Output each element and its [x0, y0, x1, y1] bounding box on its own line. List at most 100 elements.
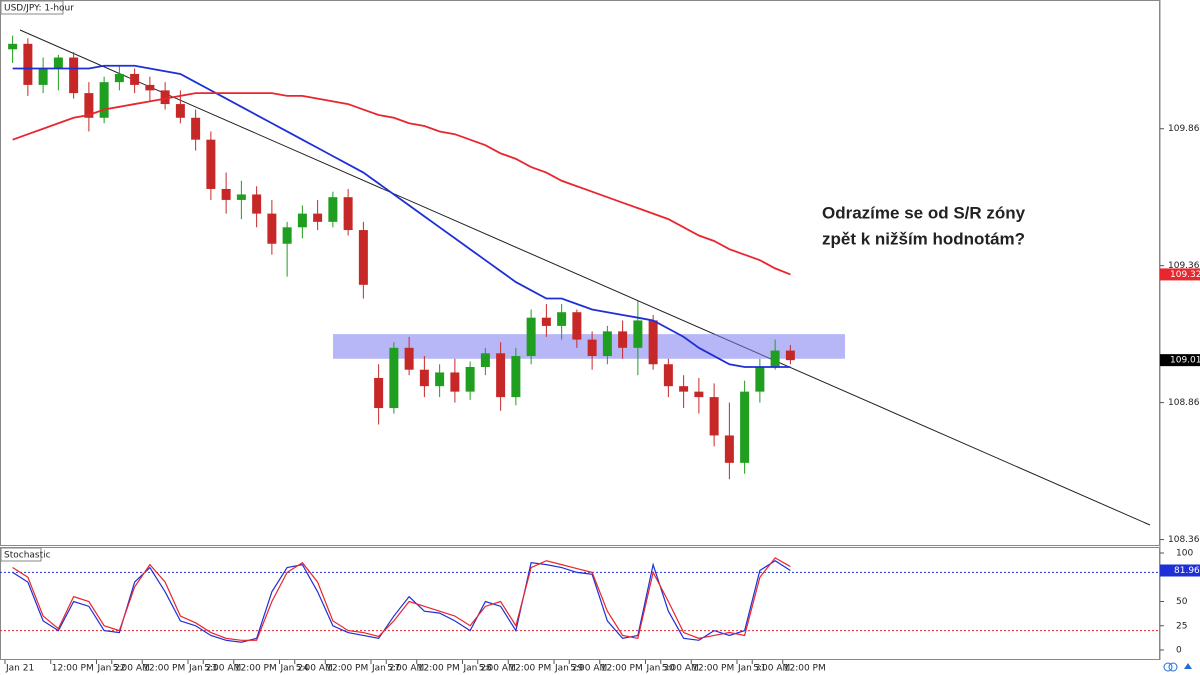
x-tick-label: Jan 24: [280, 664, 309, 674]
candle-body: [297, 213, 307, 228]
x-tick-label: 5:00 AM: [204, 664, 241, 674]
main-layer: 109.860 109.360 108.860 108.360 109.328 109.0…: [0, 35, 1200, 674]
link-icon[interactable]: [1163, 662, 1173, 672]
x-tick-label: Jan 29: [554, 664, 583, 674]
candle-body: [8, 43, 18, 50]
candle-body: [404, 347, 414, 370]
price-label-box: [1160, 268, 1200, 281]
x-tick-label: 12:00 PM: [418, 664, 460, 674]
candle-body: [236, 194, 246, 200]
candle-body: [572, 312, 582, 340]
candle-body: [282, 227, 292, 244]
candle-body: [389, 347, 399, 409]
candle-body: [450, 372, 460, 392]
x-tick-label: 12:00 PM: [326, 664, 368, 674]
y-tick-label: 109.360: [1168, 261, 1200, 271]
candle-body: [114, 73, 124, 83]
stochastic-title: Stochastic: [4, 551, 51, 561]
price-label: 109.328: [1170, 270, 1200, 280]
y-tick-label: 25: [1176, 621, 1187, 631]
candle-body: [663, 364, 673, 387]
annotation: zpět k nižším hodnotám?: [822, 229, 1025, 248]
x-tick-label: Jan 28: [463, 664, 492, 674]
candle-body: [419, 369, 429, 387]
candle-body: [130, 73, 140, 85]
candle-body: [694, 391, 704, 398]
chart-title: USD/JPY: 1-hour: [4, 4, 74, 14]
x-tick-label: 12:00 PM: [235, 664, 277, 674]
link-icon[interactable]: [1168, 662, 1178, 672]
x-tick-label: 12:00 PM: [509, 664, 551, 674]
candle-body: [252, 194, 262, 214]
candle-body: [770, 350, 780, 367]
x-tick-label: Jan 21: [5, 664, 34, 674]
candle-body: [160, 90, 170, 105]
y-tick-label: 100: [1176, 549, 1193, 559]
y-tick-label: 108.360: [1168, 535, 1200, 545]
candle-body: [785, 350, 795, 361]
stochastic-value-label: 81.96: [1174, 566, 1200, 576]
settings-icon[interactable]: [1184, 663, 1192, 669]
candle-body: [206, 139, 216, 189]
candle-body: [465, 366, 475, 392]
candle-body: [709, 397, 719, 436]
candle-body: [221, 188, 231, 200]
candle-body: [313, 213, 323, 222]
candle-body: [618, 331, 628, 348]
candle-body: [374, 377, 384, 409]
candle-body: [328, 197, 338, 222]
annotation: Odrazíme se od S/R zóny: [822, 203, 1026, 222]
y-tick-label: 108.860: [1168, 398, 1200, 408]
x-tick-label: Jan 23: [188, 664, 217, 674]
trendline: [19, 29, 1151, 526]
y-tick-label: 0: [1176, 646, 1182, 656]
candle-body: [191, 117, 201, 140]
x-tick-label: 12:00 PM: [143, 664, 185, 674]
candle-body: [602, 331, 612, 357]
candle-body: [511, 356, 521, 398]
toolbar-icons[interactable]: [1163, 662, 1192, 672]
stochastic-title-box: [0, 547, 42, 562]
candle-body: [557, 312, 567, 326]
candle-body: [175, 104, 185, 118]
candle-body: [23, 43, 33, 85]
x-tick-label: 12:00 PM: [692, 664, 734, 674]
x-tick-label: 5:00 AM: [753, 664, 790, 674]
candle-body: [69, 57, 79, 94]
candle-body: [38, 68, 48, 85]
x-tick-label: Jan 30: [646, 664, 675, 674]
candle-body: [740, 391, 750, 463]
candle-body: [480, 353, 490, 367]
x-tick-label: 12:00 PM: [52, 664, 94, 674]
stochastic-value-box: [1160, 564, 1200, 577]
x-tick-label: Jan 22: [97, 664, 126, 674]
candle-body: [267, 213, 277, 244]
x-tick-label: 5:00 AM: [662, 664, 699, 674]
candle-body: [358, 230, 368, 285]
candle-body: [541, 317, 551, 326]
price-label-box: [1160, 354, 1200, 367]
candle-body: [496, 353, 506, 398]
moving-average: [12, 92, 791, 276]
x-tick-label: 5:00 AM: [296, 664, 333, 674]
x-tick-label: 5:00 AM: [570, 664, 607, 674]
candle-body: [648, 320, 658, 365]
main-panel: [0, 0, 1160, 546]
title-box: [0, 0, 64, 15]
candle-body: [526, 317, 536, 357]
price-label: 109.015: [1170, 356, 1200, 366]
x-tick-label: Jan 27: [371, 664, 400, 674]
candle-body: [679, 386, 689, 392]
candle-body: [145, 84, 155, 91]
moving-average: [12, 64, 791, 368]
x-tick-label: 12:00 PM: [784, 664, 826, 674]
candle-body: [343, 197, 353, 231]
x-tick-label: 5:00 AM: [113, 664, 150, 674]
candle-body: [724, 435, 734, 463]
candle-body: [84, 93, 94, 118]
candle-body: [435, 372, 445, 387]
candle-body: [633, 320, 643, 348]
y-tick-label: 109.860: [1168, 124, 1200, 134]
y-tick-label: 50: [1176, 597, 1188, 607]
